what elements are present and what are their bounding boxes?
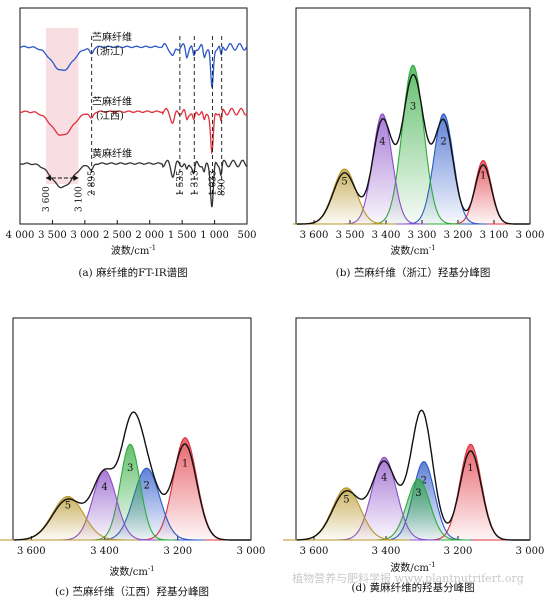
- range-arrow-head: [45, 175, 51, 181]
- x-tick-label: 3 600: [17, 546, 46, 557]
- peak-number-label: 2: [143, 480, 149, 491]
- x-tick-label: 1 000: [200, 230, 229, 241]
- range-label-end: 3 100: [74, 186, 84, 212]
- x-tick-label: 3 000: [237, 546, 266, 557]
- peak-marker-label: 890: [218, 179, 228, 196]
- x-tick-label: 3 000: [516, 546, 545, 557]
- spectrum-line-3: [19, 159, 248, 208]
- spectrum-line-1: [19, 42, 248, 88]
- x-tick-label: 3 600: [300, 230, 329, 241]
- peak-number-label: 4: [379, 137, 385, 148]
- x-tick-label: 500: [237, 230, 256, 241]
- envelope-curve: [296, 73, 530, 225]
- x-axis-label: 波数/cm-1: [111, 244, 156, 257]
- peak-marker-label: 1 313: [190, 170, 200, 196]
- series-label: 黄麻纤维: [92, 147, 132, 160]
- peak-marker-label: 2 895: [88, 170, 98, 196]
- peak-marker-label: 1 033: [208, 170, 218, 196]
- x-tick-label: 3 600: [300, 546, 329, 557]
- spectrum-line-2: [19, 107, 248, 155]
- plot-frame-a: [19, 7, 248, 225]
- peak-number-label: 1: [467, 463, 473, 474]
- peak-number-label: 5: [341, 176, 347, 187]
- x-axis-label: 波数/cm-1: [390, 561, 435, 574]
- series-label-sub: (浙江): [96, 45, 124, 57]
- peak-number-label: 3: [415, 488, 421, 499]
- x-tick-label: 3 500: [336, 230, 365, 241]
- x-tick-label: 3 200: [163, 546, 192, 557]
- peak-number-label: 2: [421, 476, 427, 487]
- peak-number-label: 1: [182, 458, 188, 469]
- x-axis-label: 波数/cm-1: [390, 244, 435, 257]
- envelope-curve: [296, 409, 530, 541]
- x-tick-label: 3 100: [480, 230, 509, 241]
- x-tick-label: 1 500: [168, 230, 197, 241]
- chart-caption: (c) 苎麻纤维（江西）羟基分峰图: [55, 585, 209, 598]
- x-tick-label: 3 200: [444, 230, 473, 241]
- x-axis-label: 波数/cm-1: [109, 565, 154, 578]
- envelope-curve: [13, 411, 251, 541]
- x-tick-label: 3 400: [90, 546, 119, 557]
- peak-number-label: 5: [65, 501, 71, 512]
- chart-caption: (d) 黄麻纤维的羟基分峰图: [351, 581, 474, 594]
- peak-number-label: 3: [127, 463, 133, 474]
- peak-number-label: 5: [343, 494, 349, 505]
- chart-caption: (b) 苎麻纤维（浙江）羟基分峰图: [336, 266, 491, 279]
- x-tick-label: 3 400: [372, 546, 401, 557]
- x-tick-label: 3 000: [516, 230, 545, 241]
- peak-number-label: 1: [480, 170, 486, 181]
- range-label-start: 3 600: [42, 186, 52, 212]
- series-label: 苎麻纤维: [92, 95, 132, 108]
- x-tick-label: 3 000: [71, 230, 100, 241]
- peak-number-label: 3: [410, 102, 416, 113]
- series-label: 苎麻纤维: [92, 30, 132, 43]
- chart-caption: (a) 麻纤维的FT-IR谱图: [78, 266, 187, 279]
- x-tick-label: 2 500: [103, 230, 132, 241]
- x-tick-label: 3 500: [38, 230, 67, 241]
- watermark-text: 植物营养与肥料学报 www.plantnutrifert.org: [292, 571, 524, 585]
- x-tick-label: 2 000: [135, 230, 164, 241]
- peak-number-label: 4: [381, 472, 387, 483]
- peak-number-label: 4: [101, 482, 107, 493]
- range-arrow-head: [73, 175, 79, 181]
- peak-number-label: 2: [440, 137, 446, 148]
- x-tick-label: 3 300: [408, 230, 437, 241]
- x-tick-label: 3 200: [444, 546, 473, 557]
- peak-marker-label: 1 535: [176, 170, 186, 196]
- shaded-oh-region: [45, 28, 79, 184]
- x-tick-label: 3 400: [372, 230, 401, 241]
- x-tick-label: 4 000: [6, 230, 35, 241]
- series-label-sub: (江西): [96, 110, 124, 122]
